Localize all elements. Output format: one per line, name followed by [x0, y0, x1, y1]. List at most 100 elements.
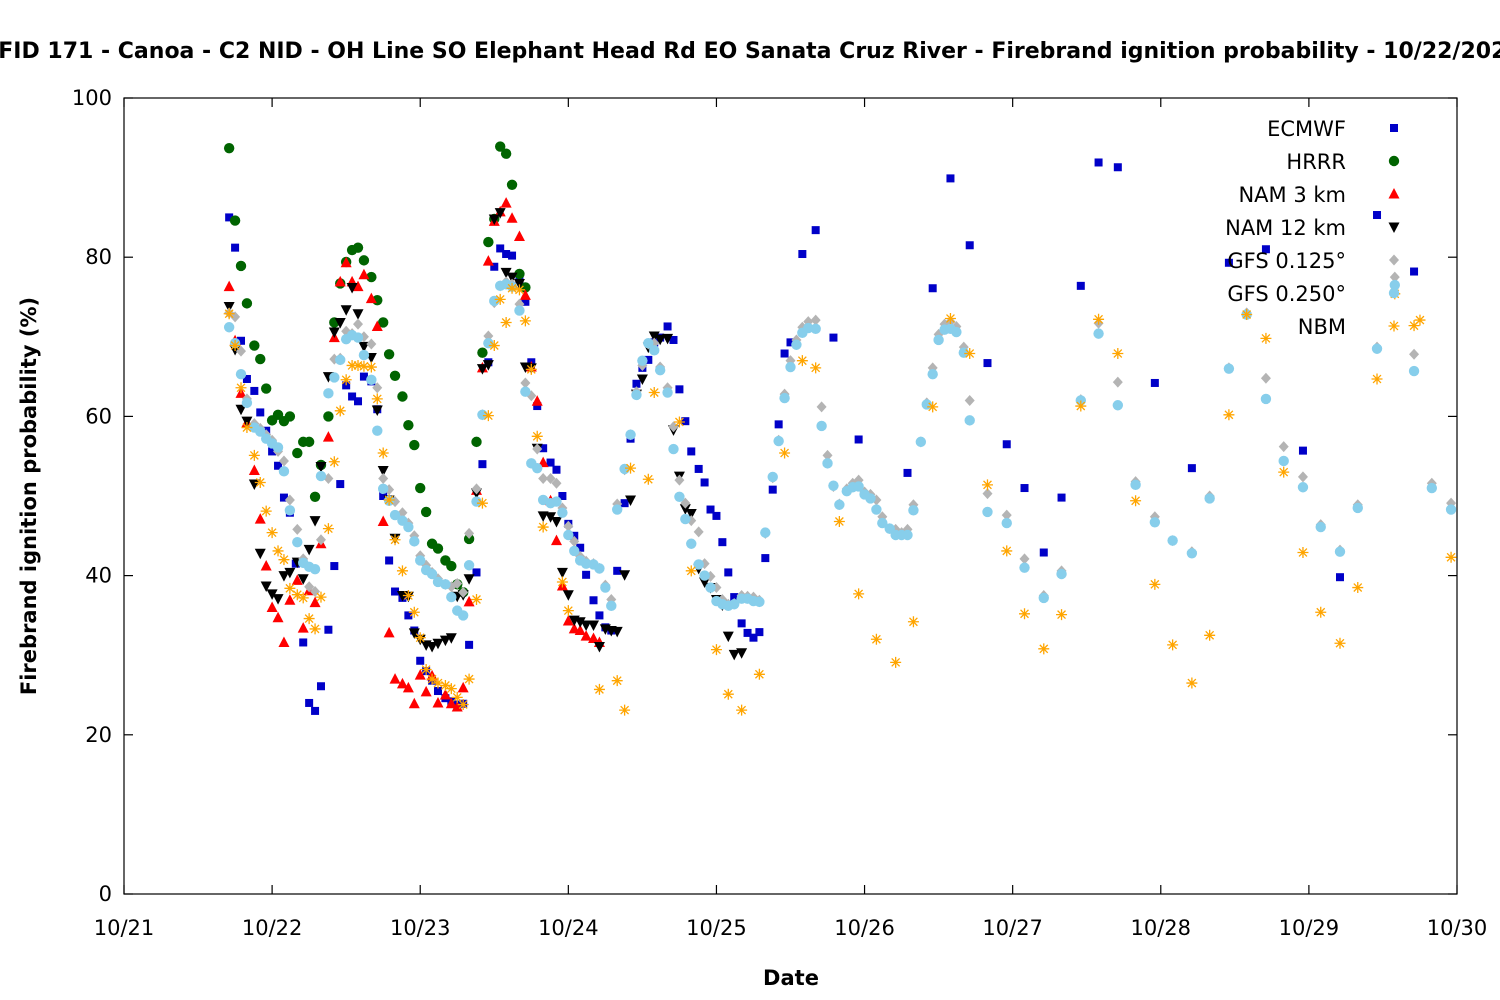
data-point — [279, 493, 288, 502]
data-point — [1278, 466, 1290, 478]
data-point — [389, 509, 401, 521]
data-point — [1426, 482, 1438, 494]
data-point — [662, 387, 673, 398]
data-point — [722, 631, 734, 643]
data-point — [340, 305, 352, 316]
data-point — [519, 315, 531, 327]
data-point — [611, 626, 623, 638]
data-point — [284, 594, 296, 605]
data-point — [403, 521, 414, 533]
data-point — [445, 697, 457, 709]
data-point — [1278, 441, 1289, 453]
data-point — [1278, 455, 1289, 467]
data-point — [1408, 365, 1420, 377]
data-point — [416, 656, 425, 665]
data-point — [811, 226, 820, 235]
data-point — [611, 675, 623, 687]
x-tick-label: 10/21 — [94, 916, 155, 940]
data-point — [506, 212, 518, 223]
data-point — [371, 393, 383, 405]
data-point — [377, 466, 389, 477]
data-point — [625, 429, 636, 440]
data-point — [371, 405, 383, 417]
data-point — [1149, 578, 1161, 590]
data-point — [588, 632, 600, 643]
data-point — [311, 706, 320, 715]
data-point — [346, 359, 358, 371]
x-tick-label: 10/23 — [390, 916, 451, 940]
data-point — [342, 381, 351, 390]
x-axis: 10/21 10/22 10/23 10/24 10/25 10/26 10/27 10/28… — [94, 98, 1487, 940]
data-point — [1297, 471, 1308, 483]
data-point — [426, 568, 438, 580]
data-point — [322, 523, 334, 535]
data-point — [1315, 521, 1326, 533]
data-point — [569, 545, 580, 557]
data-point — [268, 447, 277, 456]
data-point — [513, 278, 525, 290]
data-point — [681, 417, 690, 426]
series-0 — [225, 158, 1419, 715]
data-point — [266, 527, 278, 539]
data-point — [309, 564, 321, 575]
data-point — [383, 494, 395, 506]
data-point — [358, 360, 370, 372]
data-point — [235, 382, 247, 394]
data-point — [284, 494, 295, 506]
data-point — [780, 349, 789, 358]
data-point — [710, 644, 722, 656]
data-point — [520, 377, 531, 389]
data-point — [779, 447, 791, 459]
data-point — [1389, 279, 1400, 291]
series-layer — [223, 141, 1457, 716]
data-point — [728, 649, 740, 661]
data-point — [315, 470, 327, 482]
data-point — [278, 554, 290, 566]
data-point — [663, 322, 672, 331]
data-point — [1261, 245, 1270, 254]
y-tick-label: 80 — [85, 245, 112, 269]
data-point — [323, 411, 334, 422]
data-point — [699, 570, 710, 581]
data-point — [241, 416, 253, 428]
data-point — [1371, 343, 1383, 354]
data-point — [408, 697, 420, 709]
data-point — [389, 370, 401, 382]
data-point — [284, 505, 296, 516]
data-point — [500, 197, 512, 208]
data-point — [223, 322, 235, 333]
data-point — [662, 333, 674, 345]
data-point — [865, 493, 876, 504]
data-point — [408, 606, 420, 618]
data-point — [303, 544, 315, 556]
data-point — [309, 596, 321, 608]
data-point — [834, 499, 845, 510]
data-point — [248, 449, 260, 461]
chart-title: r 2 - FID 171 - Canoa - C2 NID - OH Line… — [0, 39, 1500, 64]
data-point — [359, 372, 368, 381]
data-point — [705, 582, 716, 593]
data-point — [396, 565, 408, 577]
data-point — [1352, 502, 1363, 514]
data-point — [379, 492, 388, 500]
data-point — [532, 462, 543, 474]
data-point — [786, 338, 795, 347]
data-point — [402, 590, 414, 601]
data-point — [242, 374, 251, 383]
data-point — [372, 425, 383, 436]
data-point — [397, 391, 408, 402]
data-point — [284, 411, 296, 422]
data-point — [538, 472, 549, 484]
data-point — [500, 316, 512, 328]
data-point — [531, 430, 543, 442]
data-point — [736, 648, 748, 659]
data-point — [761, 554, 770, 563]
data-point — [1371, 373, 1383, 385]
plot-frame — [123, 97, 1458, 895]
data-point — [445, 633, 457, 644]
data-point — [525, 363, 537, 375]
data-point — [1112, 376, 1123, 388]
data-point — [457, 610, 469, 621]
data-point — [278, 455, 289, 467]
data-point — [854, 435, 863, 444]
